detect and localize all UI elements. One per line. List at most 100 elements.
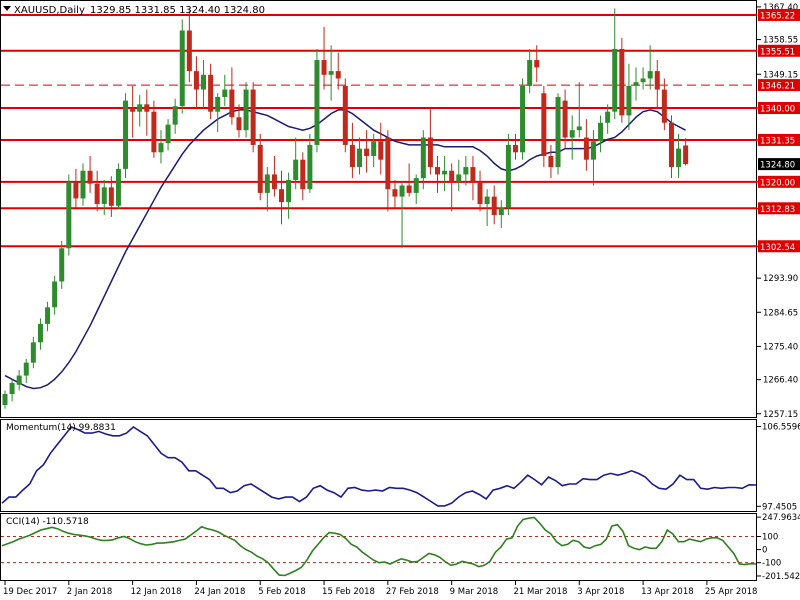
candle-body <box>335 71 341 79</box>
current-price-box <box>758 158 800 171</box>
candle-body <box>442 170 448 175</box>
bullish-candle <box>16 370 22 391</box>
momentum-panel[interactable] <box>0 419 757 512</box>
bearish-candle <box>512 133 518 160</box>
candle-body <box>357 148 362 168</box>
bullish-candle <box>101 179 107 216</box>
candle-body <box>179 30 185 107</box>
candle-body <box>186 30 192 72</box>
bearish-candle <box>654 60 660 109</box>
candle-body <box>449 170 455 182</box>
cci-panel[interactable] <box>0 513 757 581</box>
bullish-candle <box>598 115 604 153</box>
bullish-candle <box>676 133 682 179</box>
bullish-candle <box>293 137 299 190</box>
bearish-candle <box>683 138 689 166</box>
candle-body <box>172 106 178 125</box>
time-tick-label: 15 Feb 2018 <box>322 587 375 597</box>
bearish-candle <box>378 122 384 175</box>
candle-body <box>158 143 164 153</box>
level-label-box <box>758 102 800 115</box>
level-label: 1331.35 <box>760 136 795 146</box>
bullish-candle <box>222 74 228 107</box>
level-label-box <box>758 240 800 253</box>
candle-body <box>364 148 370 156</box>
bullish-candle <box>647 45 653 90</box>
candle-body <box>434 167 440 175</box>
candle-body <box>562 100 568 138</box>
bearish-candle <box>491 185 497 225</box>
candle-body <box>222 89 228 97</box>
bearish-candle <box>271 155 277 197</box>
level-label: 1312.83 <box>760 205 795 215</box>
bearish-candle <box>250 82 256 153</box>
bearish-candle <box>321 26 327 90</box>
level-label-box <box>758 79 800 92</box>
bearish-candle <box>335 52 341 90</box>
candle-body <box>286 179 292 203</box>
bearish-candle <box>193 56 199 109</box>
bullish-candle <box>605 104 611 134</box>
bullish-candle <box>413 174 419 204</box>
candle-body <box>243 89 249 131</box>
price-tick-label: 1293.90 <box>763 274 798 284</box>
candle-body <box>293 159 299 180</box>
candle-body <box>257 144 263 193</box>
bearish-candle <box>534 45 540 83</box>
candles-layer <box>2 8 689 409</box>
price-tick-label: 1266.40 <box>763 376 798 386</box>
bearish-candle <box>229 67 235 125</box>
candle-body <box>427 137 433 168</box>
time-tick-label: 24 Jan 2018 <box>194 587 245 597</box>
candle-body <box>101 187 107 204</box>
candle-body <box>80 170 86 199</box>
bullish-candle <box>357 137 362 175</box>
ohlc-values: 1329.85 1331.85 1324.40 1324.80 <box>90 5 265 16</box>
candle-body <box>59 248 65 282</box>
time-tick-label: 9 Mar 2018 <box>450 587 498 597</box>
candle-body <box>378 141 384 160</box>
candle-body <box>598 122 604 142</box>
level-label: 1302.54 <box>760 243 795 253</box>
momentum-tick-label: 97.4505 <box>762 502 797 512</box>
bullish-candle <box>463 155 469 186</box>
candle-body <box>505 144 511 208</box>
cci-title: CCI(14) -110.5718 <box>6 517 89 527</box>
bullish-candle <box>215 93 221 133</box>
bullish-candle <box>456 159 462 192</box>
candle-body <box>271 174 277 190</box>
time-tick-label: 13 Apr 2018 <box>641 587 694 597</box>
bearish-candle <box>392 179 398 210</box>
bullish-candle <box>123 93 129 179</box>
candle-body <box>307 144 313 190</box>
candle-body <box>115 168 121 206</box>
candle-body <box>45 307 51 324</box>
momentum-tick-label: 106.5596 <box>762 422 800 432</box>
current-price-label: 1324.80 <box>760 161 795 171</box>
bearish-candle <box>257 133 263 201</box>
candle-body <box>137 104 143 112</box>
collapse-triangle-icon[interactable] <box>3 6 11 11</box>
bullish-candle <box>399 181 405 249</box>
bullish-candle <box>612 8 618 120</box>
candle-body <box>16 375 22 385</box>
candle-body <box>87 170 93 184</box>
candle-body <box>123 100 129 169</box>
candle-body <box>349 144 355 168</box>
bearish-candle <box>342 78 348 153</box>
candle-body <box>2 394 8 406</box>
bearish-candle <box>427 108 433 175</box>
candle-body <box>399 185 405 197</box>
bullish-candle <box>201 60 207 109</box>
candle-body <box>683 145 689 165</box>
candle-body <box>605 111 611 123</box>
bullish-candle <box>307 133 313 193</box>
candle-body <box>37 323 43 343</box>
candle-body <box>569 130 575 138</box>
bullish-candle <box>59 240 65 289</box>
bullish-candle <box>165 119 171 151</box>
candle-body <box>676 148 682 168</box>
price-tick-label: 1358.55 <box>763 36 798 46</box>
bullish-candle <box>420 130 426 190</box>
